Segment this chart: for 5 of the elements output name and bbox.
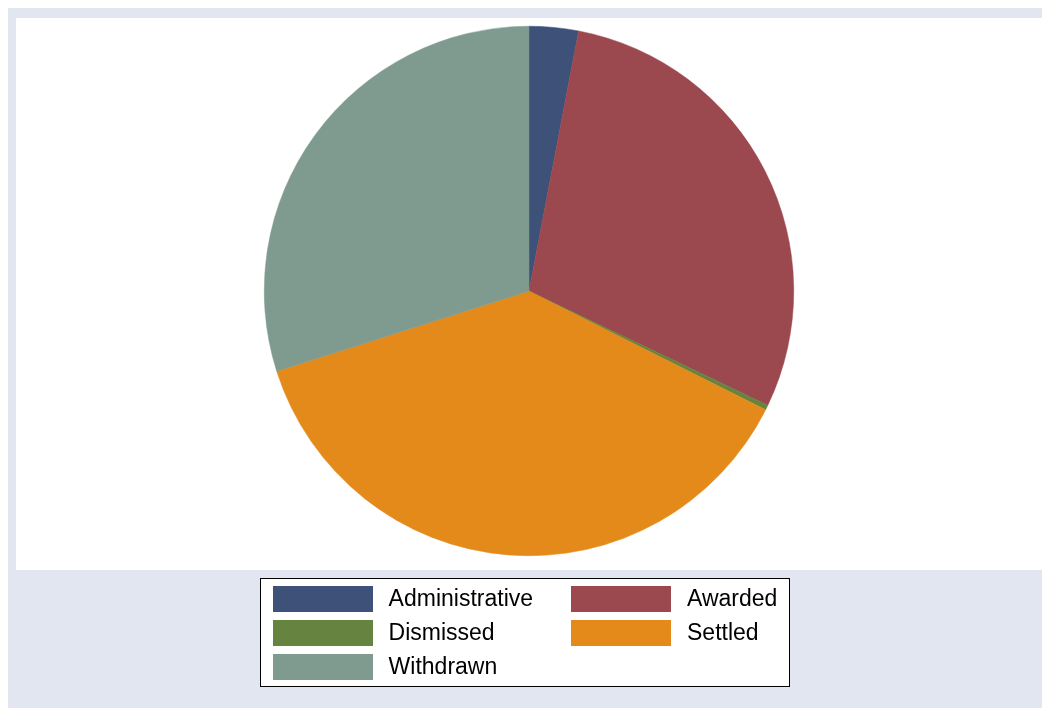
legend-label: Dismissed xyxy=(388,619,495,646)
legend-label: Withdrawn xyxy=(388,653,498,680)
legend-label: Administrative xyxy=(388,585,534,612)
legend-label: Settled xyxy=(687,619,759,646)
legend-label: Awarded xyxy=(687,585,778,612)
